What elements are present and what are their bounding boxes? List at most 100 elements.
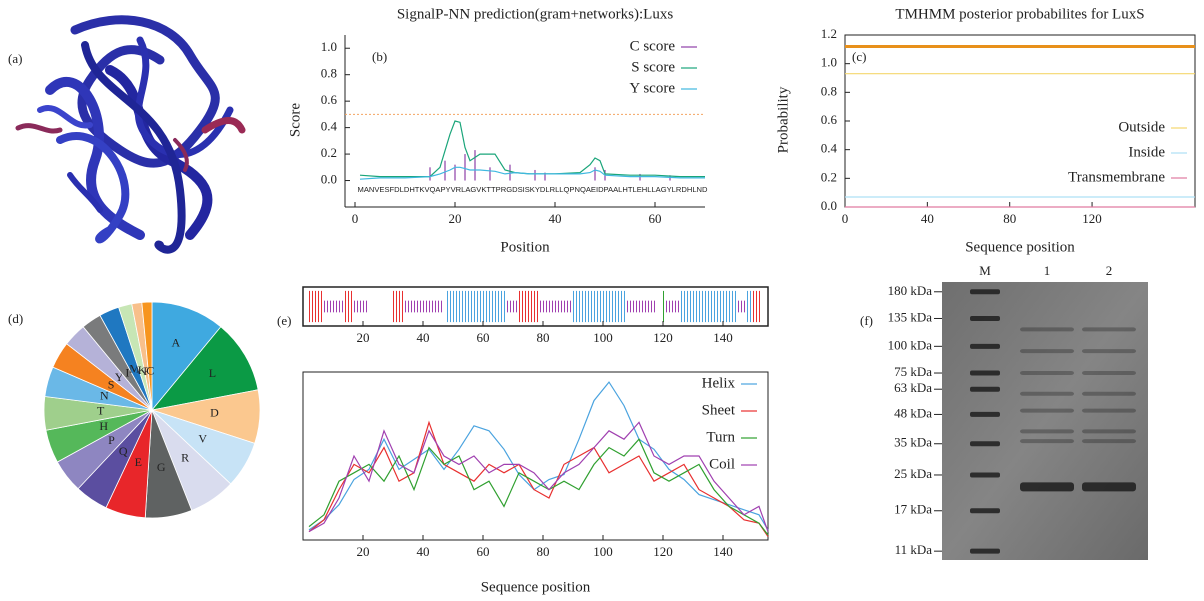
sample-band xyxy=(1082,439,1136,444)
sample-band xyxy=(1020,391,1074,396)
legend-label: S score xyxy=(631,59,675,75)
pie-label: D xyxy=(210,406,219,420)
structure-segment xyxy=(627,300,657,313)
structure-segment xyxy=(663,290,666,323)
marker-label: 75 kDa xyxy=(894,364,932,379)
structure-segment xyxy=(738,300,747,313)
pie-label: Y xyxy=(115,370,124,384)
x-tick-label: 140 xyxy=(713,330,733,345)
marker-band xyxy=(970,411,1000,417)
legend-label: Transmembrane xyxy=(1068,169,1165,185)
pie-label: R xyxy=(181,450,189,464)
strip-frame xyxy=(302,286,769,327)
y-tick-label: 0.4 xyxy=(821,141,838,156)
x-tick-label: 20 xyxy=(357,330,370,345)
x-tick-label: 80 xyxy=(1003,211,1016,226)
marker-label: 35 kDa xyxy=(894,435,932,450)
x-tick-label: 40 xyxy=(921,211,934,226)
y-tick-label: 1.0 xyxy=(821,55,837,70)
series-line xyxy=(308,438,769,536)
pie-label: S xyxy=(108,378,115,392)
x-tick-label: 100 xyxy=(593,544,613,559)
pie-label: G xyxy=(157,460,166,474)
structure-segment xyxy=(447,290,507,323)
lane-label: 2 xyxy=(1106,263,1113,278)
structure-segment xyxy=(753,290,762,323)
panel-label: (b) xyxy=(372,49,387,64)
pie-slice xyxy=(151,301,222,412)
x-tick-label: 20 xyxy=(357,544,370,559)
x-tick-label: 80 xyxy=(537,544,550,559)
pie-label: F xyxy=(143,364,150,378)
y-tick-label: 0.6 xyxy=(321,92,338,107)
sample-band xyxy=(1082,482,1136,492)
pie-label: V xyxy=(198,432,207,446)
structure-segment xyxy=(345,290,354,323)
y-tick-label: 0.2 xyxy=(321,145,337,160)
marker-label: 17 kDa xyxy=(894,502,932,517)
legend-label: Y score xyxy=(629,80,675,96)
sequence: MANVESFDLDHTKVQAPYVRLAGVKTTPRGDSISKYDLRL… xyxy=(358,185,708,194)
marker-band xyxy=(970,548,1000,554)
marker-label: 100 kDa xyxy=(888,337,933,352)
y-tick-label: 1.2 xyxy=(821,26,837,41)
x-tick-label: 80 xyxy=(537,330,550,345)
legend-label: Helix xyxy=(702,375,736,391)
x-tick-label: 140 xyxy=(713,544,733,559)
structure-segment xyxy=(573,290,627,323)
sample-band xyxy=(1082,429,1136,434)
plot-frame xyxy=(302,371,769,541)
marker-band xyxy=(970,343,1000,349)
panel-label: (f) xyxy=(860,313,873,328)
series-line xyxy=(308,381,769,531)
sample-band xyxy=(1082,408,1136,413)
lane-label: 1 xyxy=(1044,263,1051,278)
marker-label: 11 kDa xyxy=(895,542,933,557)
sample-band xyxy=(1020,429,1074,434)
x-tick-label: 120 xyxy=(653,330,673,345)
structure-segment xyxy=(393,290,405,323)
pie-label: L xyxy=(209,366,216,380)
y-axis-label: Probability xyxy=(775,86,791,153)
x-tick-label: 0 xyxy=(352,211,359,226)
x-tick-label: 120 xyxy=(1082,211,1102,226)
sample-band xyxy=(1082,327,1136,332)
panel-label: (a) xyxy=(8,51,22,66)
marker-band xyxy=(970,441,1000,447)
marker-band xyxy=(970,315,1000,321)
gel xyxy=(942,282,1148,560)
y-tick-label: 1.0 xyxy=(321,39,337,54)
lane-label: M xyxy=(979,263,991,278)
x-tick-label: 20 xyxy=(449,211,462,226)
y-tick-label: 0.0 xyxy=(821,198,837,213)
pie-slice xyxy=(141,301,153,411)
pie-label: C xyxy=(146,364,154,378)
sample-band xyxy=(1082,349,1136,354)
marker-band xyxy=(970,289,1000,295)
marker-label: 135 kDa xyxy=(888,309,933,324)
x-axis-label: Sequence position xyxy=(481,579,591,595)
pie-label: T xyxy=(97,403,105,417)
marker-band xyxy=(970,386,1000,392)
chart-title: SignalP-NN prediction(gram+networks):Lux… xyxy=(397,6,673,22)
structure-segment xyxy=(507,300,519,313)
legend-label: Inside xyxy=(1128,144,1165,160)
sample-band xyxy=(1020,408,1074,413)
sample-band xyxy=(1020,349,1074,354)
x-tick-label: 40 xyxy=(417,544,430,559)
series-line xyxy=(308,421,769,533)
pie-label: Q xyxy=(119,444,128,458)
x-tick-label: 120 xyxy=(653,544,673,559)
sample-band xyxy=(1020,482,1074,492)
y-tick-label: 0.4 xyxy=(321,119,338,134)
structure-segment xyxy=(519,290,540,323)
pie-label: I xyxy=(125,366,129,380)
x-axis-label: Position xyxy=(500,239,550,255)
pie-slice xyxy=(150,326,259,411)
structure-segment xyxy=(354,300,369,313)
pie-label: A xyxy=(171,336,180,350)
pie-label: E xyxy=(135,455,142,469)
sample-band xyxy=(1020,327,1074,332)
x-tick-label: 60 xyxy=(477,330,490,345)
